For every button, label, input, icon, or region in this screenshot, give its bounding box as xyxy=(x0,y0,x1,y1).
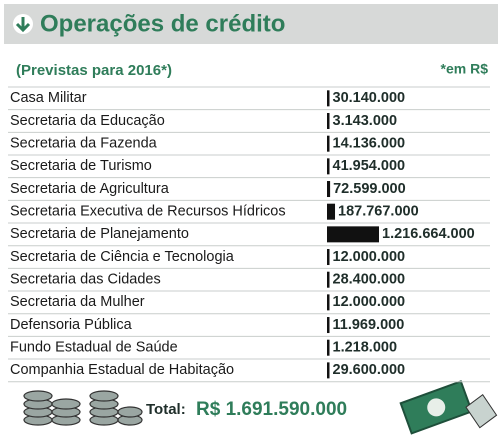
footer-icons xyxy=(23,380,498,435)
category-label: Secretaria de Agricultura xyxy=(10,181,170,197)
header-arrow xyxy=(15,17,31,33)
value-label: 1.216.664.000 xyxy=(382,226,475,242)
value-label: 12.000.000 xyxy=(333,294,406,310)
value-label: 30.140.000 xyxy=(333,90,406,106)
bar xyxy=(327,181,331,198)
bar xyxy=(327,249,330,266)
bar xyxy=(327,158,330,175)
category-label: Defensoria Pública xyxy=(10,317,133,333)
category-label: Secretaria da Educação xyxy=(10,113,165,129)
bar xyxy=(327,113,330,130)
bar xyxy=(327,226,379,243)
category-label: Secretaria das Cidades xyxy=(10,272,161,288)
value-label: 14.136.000 xyxy=(333,136,406,152)
chart-title: Operações de crédito xyxy=(40,10,285,37)
total-value: R$ 1.691.590.000 xyxy=(196,399,347,420)
category-label: Fundo Estadual de Saúde xyxy=(10,340,178,356)
unit-note: *em R$ xyxy=(441,61,489,77)
chart-subtitle: (Previstas para 2016*) xyxy=(16,62,172,79)
value-label: 3.143.000 xyxy=(333,113,398,129)
category-label: Secretaria de Planejamento xyxy=(10,226,189,242)
value-label: 28.400.000 xyxy=(333,272,406,288)
value-label: 41.954.000 xyxy=(333,158,406,174)
category-label: Secretaria de Turismo xyxy=(10,158,152,174)
value-label: 11.969.000 xyxy=(333,317,405,333)
value-label: 12.000.000 xyxy=(333,249,406,265)
category-label: Casa Militar xyxy=(10,90,87,106)
category-label: Secretaria da Fazenda xyxy=(10,136,158,152)
header-band xyxy=(4,4,498,44)
bar xyxy=(327,294,330,311)
category-label: Companhia Estadual de Habitação xyxy=(10,362,234,378)
value-label: 72.599.000 xyxy=(333,181,406,197)
bar xyxy=(327,362,330,379)
bar xyxy=(327,317,330,334)
bar xyxy=(327,271,330,288)
category-label: Secretaria da Mulher xyxy=(10,294,145,310)
category-label: Secretaria de Ciência e Tecnologia xyxy=(10,249,235,265)
total-label: Total: xyxy=(146,401,186,418)
value-label: 187.767.000 xyxy=(338,204,419,220)
bar xyxy=(327,90,330,107)
bar xyxy=(327,203,336,220)
category-label: Secretaria Executiva de Recursos Hídrico… xyxy=(10,204,286,220)
bar xyxy=(327,339,330,356)
bar xyxy=(327,135,330,152)
value-label: 29.600.000 xyxy=(333,362,406,378)
value-label: 1.218.000 xyxy=(333,340,398,356)
